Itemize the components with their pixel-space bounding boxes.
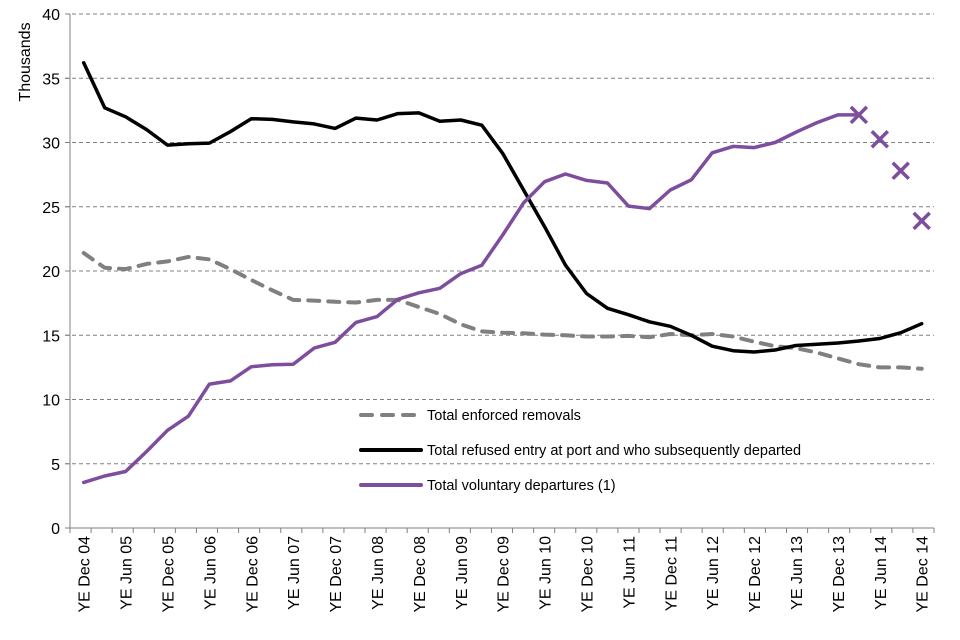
x-tick-label: YE Dec 13 [831,536,848,613]
y-tick-label: 35 [42,71,60,88]
series-2 [81,61,924,354]
x-tick-label: YE Jun 12 [705,536,722,610]
y-axis-ticks: 0 5 10 15 20 25 30 35 40 [42,7,70,538]
x-marker-stroke [891,161,910,181]
x-marker [870,130,890,149]
legend-item: Total refused entry at port and who subs… [359,443,801,459]
x-tick-label: YE Dec 07 [328,536,345,613]
x-tick-label: YE Jun 05 [119,536,136,610]
legend-label: Total enforced removals [427,408,581,424]
y-tick-label: 20 [42,264,60,281]
x-tick-label: YE Jun 08 [370,536,387,610]
x-tick-label: YE Jun 10 [538,536,555,610]
series-line [81,61,924,354]
x-tick-label: YE Jun 07 [286,536,303,610]
x-tick-label: YE Dec 06 [244,536,261,613]
series-1 [81,251,924,371]
x-tick-label: YE Dec 14 [915,536,932,613]
series-line [81,113,861,485]
legend: Total enforced removals Total refused ent… [359,408,801,494]
y-tick-label: 5 [51,457,60,474]
x-tick-label: YE Jun 06 [202,536,219,610]
x-tick-label: YE Dec 09 [496,536,513,613]
y-tick-label: 30 [42,136,60,153]
x-tick-label: YE Dec 05 [161,536,178,613]
x-tick-label: YE Jun 09 [454,536,471,610]
x-tick-label: YE Jun 14 [873,536,890,610]
y-tick-label: 10 [42,393,60,410]
legend-label: Total voluntary departures (1) [427,478,616,494]
series-line [81,251,924,371]
x-axis-ticks: YE Dec 04 YE Jun 05 YE Dec 05 YE Jun 06 YE D… [69,528,935,613]
x-marker-stroke [870,130,890,149]
x-tick-label: YE Dec 04 [77,536,94,613]
y-tick-label: 0 [51,521,60,538]
series-3 [81,105,931,485]
y-tick-label: 15 [42,328,60,345]
x-tick-label: YE Dec 08 [412,536,429,613]
x-marker-stroke [849,105,869,125]
x-tick-label: YE Dec 10 [580,536,597,613]
y-axis-title: Thousands [17,22,34,101]
gridlines [65,13,934,465]
series-lines [81,61,931,485]
legend-item: Total enforced removals [359,408,581,424]
x-marker [891,161,910,181]
legend-item: Total voluntary departures (1) [359,478,616,494]
y-tick-label: 25 [42,200,60,217]
y-tick-label: 40 [42,7,60,24]
x-tick-label: YE Dec 12 [747,536,764,613]
legend-label: Total refused entry at port and who subs… [427,443,801,459]
x-marker-stroke [912,211,931,231]
x-marker [912,211,931,231]
x-tick-label: YE Jun 11 [621,536,638,609]
x-tick-label: YE Jun 13 [789,536,806,610]
x-marker [849,105,869,125]
x-tick-label: YE Dec 11 [663,536,680,611]
